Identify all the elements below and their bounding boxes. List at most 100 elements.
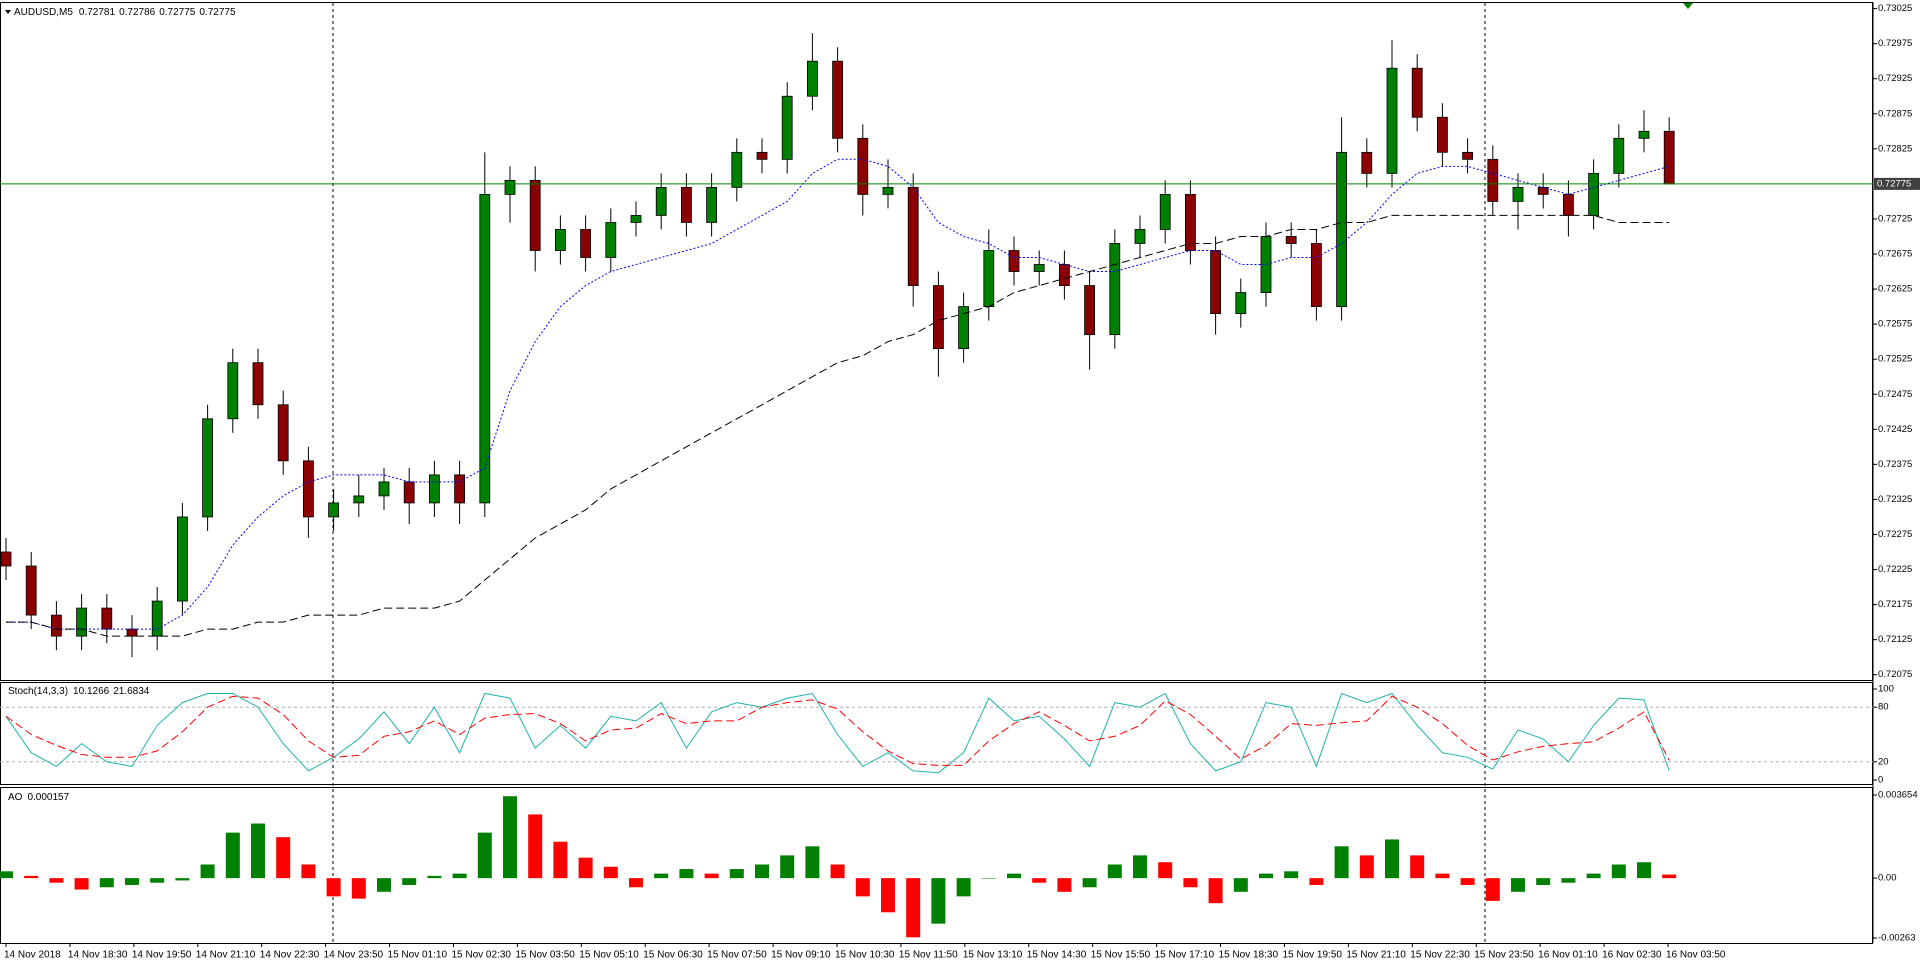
- y-tick-label: 0.72725: [1878, 213, 1912, 224]
- x-tick-label: 15 Nov 09:10: [771, 950, 831, 961]
- candle-body: [907, 186, 919, 286]
- ao-bar: [1032, 878, 1047, 883]
- ao-bar: [0, 871, 13, 879]
- candle-body: [983, 250, 995, 307]
- ao-bar: [1334, 846, 1349, 879]
- y-tick-label: 0.72575: [1878, 319, 1912, 330]
- y-tick-label: 0.003654: [1878, 790, 1918, 801]
- candle-body: [1059, 264, 1070, 286]
- ao-bar: [1309, 878, 1324, 885]
- ao-bar: [729, 869, 744, 879]
- readout: 0.72775: [159, 7, 196, 18]
- y-tick-label: 0.72875: [1878, 108, 1912, 119]
- y-tick-label: -0.00263: [1878, 933, 1916, 944]
- candle-body: [857, 137, 869, 195]
- indicator-line: [5, 692, 1670, 774]
- ao-bar: [1410, 855, 1425, 879]
- y-tick-label: 0.72675: [1878, 249, 1912, 260]
- ao-bar: [1385, 839, 1399, 879]
- candle-body: [1235, 292, 1247, 315]
- candle-body: [1008, 250, 1020, 272]
- candle-body: [933, 285, 944, 350]
- candle-body: [202, 418, 214, 518]
- x-tick-label: 15 Nov 11:50: [899, 950, 958, 961]
- candle-body: [832, 60, 843, 139]
- ao-bar: [1208, 878, 1223, 904]
- symbol: AUDUSD,M5: [14, 7, 73, 18]
- ao-bar: [351, 878, 366, 899]
- ao-bar: [603, 866, 618, 879]
- ao-bar: [528, 814, 543, 879]
- y-tick-label: 0.72375: [1878, 459, 1912, 470]
- y-tick-label: 0.72625: [1878, 284, 1912, 295]
- candle-body: [1109, 243, 1121, 336]
- candle-body: [681, 186, 692, 223]
- candle-body: [1512, 186, 1524, 202]
- ao-bar: [805, 846, 820, 879]
- candle-body: [101, 607, 113, 630]
- ao-bar: [578, 857, 593, 879]
- candle-body: [1437, 116, 1448, 153]
- ao-bar: [24, 875, 39, 879]
- candle-body: [252, 362, 264, 406]
- readout: 0.72775: [199, 7, 236, 18]
- ao-bar: [74, 878, 89, 890]
- ao-bar: [125, 878, 139, 885]
- y-tick-label: 0.72925: [1878, 73, 1912, 84]
- candle-body: [227, 362, 239, 420]
- candle-body: [1411, 67, 1423, 118]
- candle-body: [1487, 158, 1499, 202]
- candle-body: [1311, 243, 1322, 307]
- candle-body: [0, 551, 12, 567]
- candle-body: [555, 229, 566, 251]
- ao-bar: [1637, 862, 1651, 879]
- ao-bar: [1359, 855, 1374, 879]
- ao-bar: [1511, 878, 1525, 892]
- ao-bar: [1536, 878, 1551, 885]
- candle-body: [454, 474, 466, 504]
- y-tick-label: 0: [1878, 775, 1883, 786]
- indicator-line: [5, 695, 1670, 766]
- ao-bar: [1561, 878, 1576, 883]
- x-tick-label: 15 Nov 13:10: [963, 950, 1023, 961]
- x-tick-label: 15 Nov 23:50: [1474, 950, 1534, 961]
- indicator-name: AO: [8, 792, 23, 803]
- candle-body: [1185, 194, 1196, 251]
- ao-bar: [1259, 873, 1273, 879]
- indicator-name: Stoch(14,3,3): [8, 686, 68, 697]
- candle-body: [1638, 130, 1650, 139]
- candle-body: [1361, 151, 1373, 174]
- y-tick-label: 0.72475: [1878, 389, 1912, 400]
- readout: 0.72786: [119, 7, 156, 18]
- candle-body: [76, 607, 87, 637]
- candle-body: [1210, 250, 1221, 315]
- y-tick-label: 0.72275: [1878, 529, 1912, 540]
- x-tick-label: 14 Nov 21:10: [196, 950, 256, 961]
- y-tick-label: 20: [1878, 756, 1889, 767]
- candle-body: [1588, 172, 1599, 216]
- candle-body: [882, 186, 894, 195]
- candle-body: [1563, 194, 1574, 216]
- x-tick-label: 15 Nov 14:30: [1027, 950, 1087, 961]
- x-tick-label: 15 Nov 10:30: [835, 950, 895, 961]
- candle-body: [378, 481, 390, 497]
- ao-bar: [1662, 874, 1677, 879]
- ao-bar: [477, 832, 492, 879]
- ao-bar: [629, 878, 643, 888]
- y-tick-label: 0.72325: [1878, 494, 1912, 505]
- ao-bar: [931, 878, 946, 924]
- x-tick-label: 15 Nov 17:10: [1155, 950, 1215, 961]
- ao-bar: [402, 878, 417, 885]
- readout: 21.6834: [113, 686, 150, 697]
- ao-bar: [1158, 862, 1173, 879]
- current-price-box: [1874, 177, 1920, 190]
- candle-body: [1159, 194, 1171, 230]
- candle-body: [731, 151, 743, 188]
- candle-body: [504, 179, 516, 195]
- candle-body: [605, 222, 617, 258]
- x-tick-label: 14 Nov 18:30: [68, 950, 128, 961]
- ao-bar: [830, 864, 845, 879]
- ao-bar: [150, 878, 165, 883]
- ao-bar: [1007, 873, 1021, 879]
- candle-body: [781, 95, 793, 160]
